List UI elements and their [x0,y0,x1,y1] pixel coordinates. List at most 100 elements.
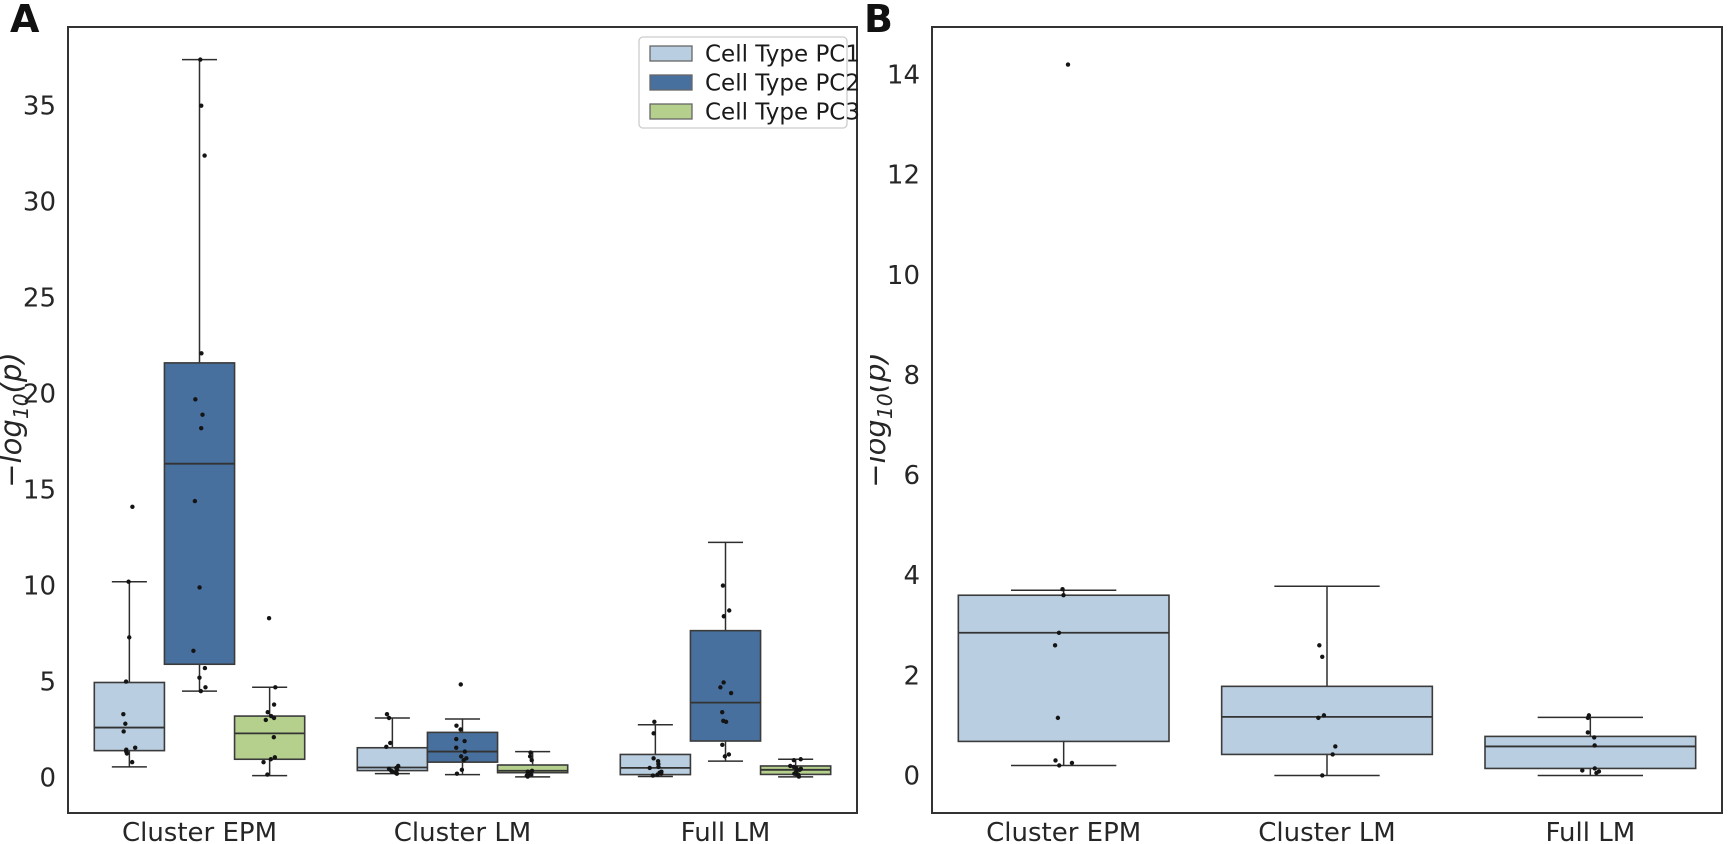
data-point [1585,715,1591,721]
iqr-box [619,753,692,776]
data-point [727,608,732,613]
y-tick-label: 6 [903,461,920,491]
data-point [721,614,727,619]
data-point [721,680,726,685]
data-point [271,715,277,721]
box-group-cell-type-pc1-1 [1220,585,1434,778]
data-point [726,752,732,757]
data-point [647,765,652,771]
data-point [384,711,390,717]
data-point [454,723,459,728]
iqr-box [1220,685,1434,756]
data-point [793,765,799,771]
y-tick-label: 12 [887,161,920,191]
y-tick-label: 14 [887,61,920,91]
data-point [202,665,208,671]
data-point [121,729,126,734]
y-tick-label: 2 [903,661,920,691]
box-group-cell-type-pc3-0 [233,615,306,777]
data-point [454,771,460,776]
data-point [651,756,656,761]
data-point [1585,730,1591,735]
box-group-cell-type-pc3-1 [496,750,569,779]
y-tick-label: 0 [39,763,56,793]
y-tick-label: 25 [23,284,56,314]
data-point [272,755,278,760]
data-point [652,719,657,725]
data-point [791,758,797,763]
data-point [659,771,664,776]
data-point [528,750,533,755]
data-point [203,685,208,690]
data-point [1320,654,1325,660]
data-point [720,742,725,748]
data-point [1580,768,1585,773]
data-point [458,754,464,759]
data-point [273,685,278,690]
x-category-label: Cluster EPM [986,818,1141,844]
data-point [200,412,205,417]
legend-label: Cell Type PC2 [705,71,860,97]
data-point [459,767,465,773]
plot-border [67,26,858,814]
data-point [202,153,207,158]
data-point [121,711,126,717]
y-tick-label: 15 [23,476,56,506]
data-point [1592,766,1597,771]
data-point [1317,643,1322,648]
data-point [798,757,803,762]
legend-label: Cell Type PC1 [705,42,860,68]
data-point [1060,587,1065,592]
box-group-cell-type-pc3-2 [759,757,832,779]
panel-a-label: A [10,0,40,41]
data-point [797,767,802,773]
y-tick-label: 20 [23,380,56,410]
data-point [129,759,135,765]
data-point [197,585,202,590]
data-point [384,744,389,749]
panel-b-label: B [864,0,893,41]
data-point [720,583,726,588]
data-point [132,745,138,750]
data-point [462,738,467,744]
iqr-box [93,681,166,752]
iqr-box [689,629,762,742]
box-group-cell-type-pc1-2 [1484,713,1697,777]
data-point [199,103,204,108]
data-point [130,504,135,510]
legend-swatch [649,45,693,62]
y-tick-label: 0 [903,761,920,791]
data-point [265,710,270,715]
data-point [1052,643,1058,648]
data-point [124,751,130,756]
box-group-cell-type-pc1-0 [93,504,166,768]
data-point [792,771,797,776]
legend-swatch [649,103,693,120]
x-category-label: Cluster LM [394,818,531,844]
data-point [796,774,802,779]
x-category-label: Cluster LM [1258,818,1395,844]
y-tick-label: 35 [23,92,56,122]
legend-swatch [649,74,693,91]
iqr-box [163,362,236,666]
data-point [458,727,463,732]
data-point [655,772,660,777]
x-category-label: Full LM [681,818,771,844]
data-point [268,757,274,762]
data-point [1316,715,1321,721]
data-point [651,731,656,736]
y-tick-label: 30 [23,188,56,218]
y-tick-label: 8 [903,361,920,391]
plot-border [931,26,1723,814]
y-axis-label: −log10(p) [0,352,33,487]
data-point [266,615,272,621]
data-point [1061,593,1066,598]
data-point [1065,62,1071,67]
iqr-box [957,594,1170,743]
y-axis-label: −log10(p) [870,352,897,487]
data-point [720,710,725,715]
data-point [1069,760,1075,766]
data-point [1592,743,1597,748]
data-point [1330,752,1335,757]
